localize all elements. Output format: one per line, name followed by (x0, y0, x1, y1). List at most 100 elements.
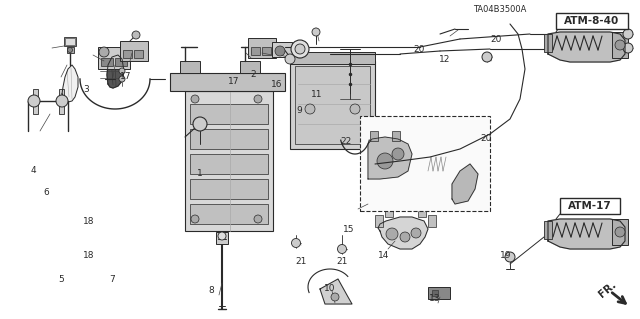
Text: 3: 3 (84, 85, 89, 94)
Text: 10: 10 (324, 284, 335, 293)
Bar (190, 154, 268, 174)
Circle shape (119, 76, 125, 82)
Bar (432, 290, 438, 296)
Text: TA04B3500A: TA04B3500A (474, 4, 527, 13)
Bar (612, 219, 628, 245)
Text: 16: 16 (271, 80, 282, 89)
Circle shape (305, 104, 315, 114)
Bar (544, 221, 552, 239)
Text: 11: 11 (311, 90, 323, 99)
Text: 8: 8 (209, 286, 214, 295)
Text: 21: 21 (295, 257, 307, 266)
Text: 7: 7 (109, 275, 115, 284)
Circle shape (505, 252, 515, 262)
Bar (65, 38, 75, 45)
Text: 6: 6 (44, 189, 49, 197)
Circle shape (132, 31, 140, 39)
Bar (190, 204, 268, 224)
Bar (190, 129, 268, 149)
Circle shape (400, 232, 410, 242)
Bar (120, 41, 148, 61)
Bar (385, 207, 393, 217)
Bar (375, 215, 383, 227)
Polygon shape (107, 55, 124, 88)
Text: 15: 15 (343, 225, 355, 234)
Bar (216, 232, 228, 244)
Text: 1: 1 (197, 169, 202, 178)
Bar (251, 47, 260, 55)
Bar (370, 131, 378, 141)
Bar (248, 38, 276, 58)
Bar (240, 61, 260, 73)
Circle shape (119, 68, 125, 74)
Text: 20: 20 (490, 35, 502, 44)
Polygon shape (378, 217, 428, 249)
Circle shape (312, 28, 320, 36)
Circle shape (254, 215, 262, 223)
Text: 17: 17 (228, 77, 239, 86)
Text: 17: 17 (120, 72, 132, 81)
Bar (115, 58, 127, 66)
Bar (262, 47, 271, 55)
Text: 20: 20 (413, 45, 425, 54)
Bar (290, 61, 375, 149)
Text: 9: 9 (297, 106, 302, 115)
Text: ATM-17: ATM-17 (568, 201, 612, 211)
Circle shape (99, 47, 109, 57)
Circle shape (482, 52, 492, 62)
Circle shape (67, 48, 72, 53)
Bar (428, 287, 450, 299)
Bar (544, 34, 552, 52)
Circle shape (623, 29, 633, 39)
Circle shape (254, 95, 262, 103)
Bar (360, 116, 490, 211)
Circle shape (291, 40, 309, 58)
Bar (98, 47, 130, 69)
Bar (272, 42, 292, 57)
Bar (134, 50, 143, 58)
Bar (101, 58, 113, 66)
Bar (428, 215, 436, 227)
Bar (418, 207, 426, 217)
Text: 4: 4 (31, 166, 36, 175)
Bar (64, 37, 76, 46)
Circle shape (193, 117, 207, 131)
Polygon shape (452, 164, 478, 204)
Circle shape (218, 232, 226, 240)
Bar (185, 91, 273, 231)
Circle shape (337, 244, 346, 254)
Circle shape (377, 153, 393, 169)
Bar (123, 50, 132, 58)
Text: 20: 20 (481, 134, 492, 143)
Bar (180, 61, 200, 73)
Circle shape (411, 228, 421, 238)
Circle shape (275, 46, 285, 56)
Circle shape (615, 227, 625, 237)
Circle shape (191, 215, 199, 223)
Bar (612, 32, 628, 58)
Text: FR.: FR. (596, 279, 618, 299)
Bar (190, 179, 268, 199)
Circle shape (386, 228, 398, 240)
Text: 18: 18 (83, 217, 94, 226)
Text: 14: 14 (378, 251, 390, 260)
Circle shape (191, 95, 199, 103)
Circle shape (285, 54, 295, 64)
Polygon shape (548, 32, 625, 62)
Circle shape (350, 104, 360, 114)
Bar (392, 131, 400, 141)
Polygon shape (548, 219, 625, 249)
Bar (560, 198, 620, 214)
Polygon shape (320, 279, 352, 304)
Text: 22: 22 (340, 137, 351, 146)
Bar (170, 73, 285, 91)
Polygon shape (62, 65, 78, 102)
Circle shape (295, 44, 305, 54)
Circle shape (615, 40, 625, 50)
Text: 12: 12 (439, 55, 451, 63)
Text: 21: 21 (337, 257, 348, 266)
Bar (33, 89, 38, 114)
Bar (190, 104, 268, 124)
Circle shape (291, 239, 301, 248)
Text: 19: 19 (500, 251, 511, 260)
